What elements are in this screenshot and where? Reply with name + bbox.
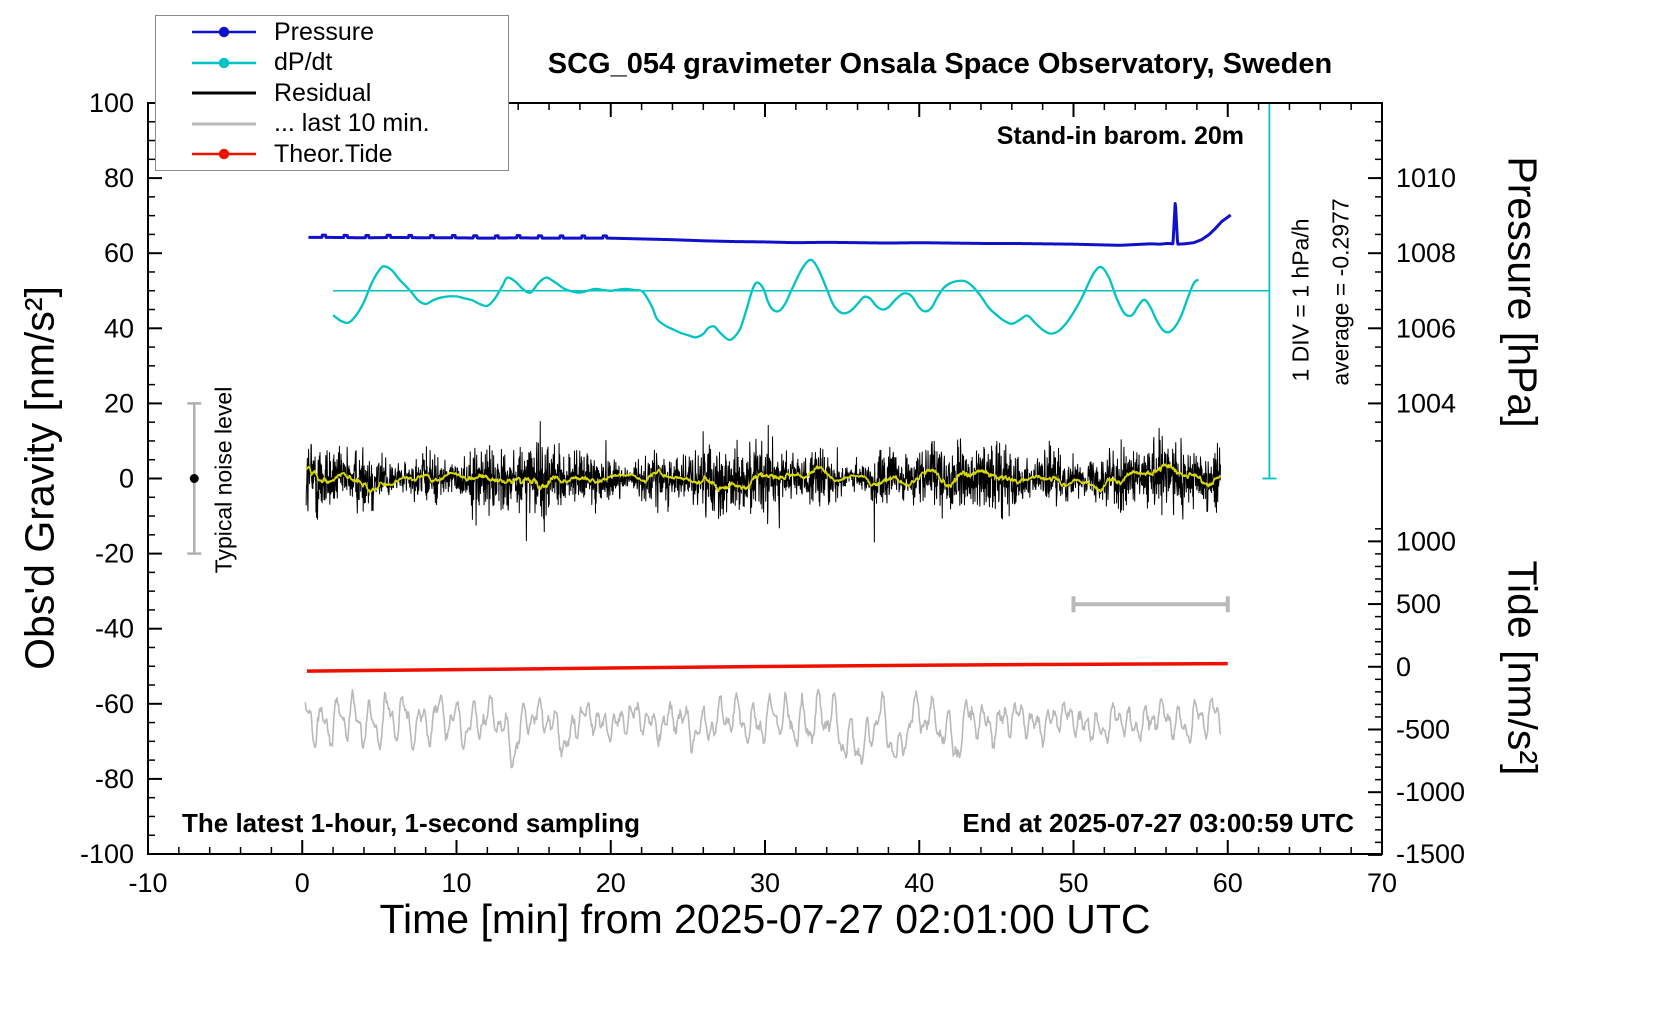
sampling-annotation: The latest 1-hour, 1-second sampling — [182, 808, 640, 838]
x-tick-label: 20 — [596, 868, 626, 898]
tide-tick-label: -1000 — [1396, 777, 1465, 807]
legend-line-sample — [192, 122, 256, 125]
x-tick-label: 30 — [750, 868, 780, 898]
legend-label: Pressure — [274, 17, 375, 46]
left-tick-label: -80 — [95, 764, 134, 794]
left-tick-label: 80 — [104, 163, 134, 193]
pressure-tick-label: 1006 — [1396, 313, 1456, 343]
noise-level-label: Typical noise level — [210, 386, 237, 574]
series-residual-smoothed-line — [305, 463, 1222, 493]
left-tick-label: 60 — [104, 238, 134, 268]
left-tick-label: 40 — [104, 313, 134, 343]
legend-line-sample — [192, 26, 256, 38]
x-axis-label: Time [min] from 2025-07-27 02:01:00 UTC — [379, 896, 1151, 942]
left-tick-label: 100 — [89, 88, 134, 118]
left-tick-label: -60 — [95, 689, 134, 719]
left-tick-label: 20 — [104, 388, 134, 418]
left-tick-label: -100 — [80, 839, 134, 869]
tide-tick-label: -1500 — [1396, 839, 1465, 869]
plot-border — [147, 102, 1383, 855]
div-scale-annotation: 1 DIV = 1 hPa/h — [1287, 218, 1314, 382]
pressure-tick-label: 1008 — [1396, 238, 1456, 268]
chart-title: SCG_054 gravimeter Onsala Space Observat… — [547, 48, 1333, 80]
legend-line-sample — [192, 148, 256, 160]
average-annotation: average = -0.2977 — [1327, 198, 1354, 386]
tide-tick-label: 500 — [1396, 589, 1441, 619]
x-tick-label: 50 — [1058, 868, 1088, 898]
plot-overlays — [147, 102, 1383, 855]
x-tick-label: 60 — [1213, 868, 1243, 898]
x-tick-label: -10 — [128, 868, 167, 898]
legend-label: ... last 10 min. — [274, 109, 430, 137]
left-axis-label: Obs'd Gravity [nm/s²] — [16, 286, 63, 670]
tick-labels: -10 0 10 20 30 40 50 60 70100806040200-20-40-60-… — [80, 88, 1465, 898]
series-residual-line — [305, 421, 1221, 543]
legend-line-sample — [192, 57, 256, 68]
barometer-annotation: Stand-in barom. 20m — [996, 122, 1244, 150]
x-tick-label: 0 — [295, 868, 310, 898]
x-tick-label: 70 — [1367, 868, 1397, 898]
tide-tick-label: 1000 — [1396, 526, 1456, 556]
legend-marker-dot — [218, 57, 230, 68]
legend-label: Residual — [274, 78, 372, 107]
tide-tick-label: 0 — [1396, 652, 1411, 682]
series-dpdt-line — [332, 258, 1200, 342]
legend-box: Pressure dP/dt Residual... last 10 min. The… — [155, 15, 509, 171]
legend-item: dP/dt — [190, 48, 508, 77]
legend-item: Theor.Tide — [190, 140, 508, 169]
x-tick-label: 40 — [904, 868, 934, 898]
legend-item: Pressure — [190, 18, 508, 47]
data-series — [304, 202, 1270, 769]
series-pressure-line — [307, 202, 1232, 247]
end-time-annotation: End at 2025-07-27 03:00:59 UTC — [962, 808, 1354, 838]
legend-label: Theor.Tide — [274, 139, 393, 168]
tide-tick-label: -500 — [1396, 714, 1450, 744]
left-tick-label: 0 — [119, 464, 134, 494]
left-tick-label: -20 — [95, 539, 134, 569]
legend-marker-dot — [218, 148, 230, 160]
legend-label: dP/dt — [274, 48, 333, 76]
legend-item: ... last 10 min. — [190, 109, 508, 138]
series-last10-line — [304, 688, 1222, 769]
pressure-tick-label: 1010 — [1396, 163, 1456, 193]
x-tick-label: 10 — [441, 868, 471, 898]
legend-item: Residual — [190, 79, 508, 108]
noise-level-dot — [189, 474, 199, 483]
pressure-axis-label: Pressure [hPa] — [1499, 156, 1546, 428]
left-tick-label: -40 — [95, 614, 134, 644]
legend-line-sample — [192, 91, 256, 95]
series-tide-line — [306, 661, 1228, 673]
pressure-tick-label: 1004 — [1396, 388, 1456, 418]
tide-axis-label: Tide [nm/s²] — [1499, 560, 1546, 776]
legend-marker-dot — [218, 26, 230, 38]
